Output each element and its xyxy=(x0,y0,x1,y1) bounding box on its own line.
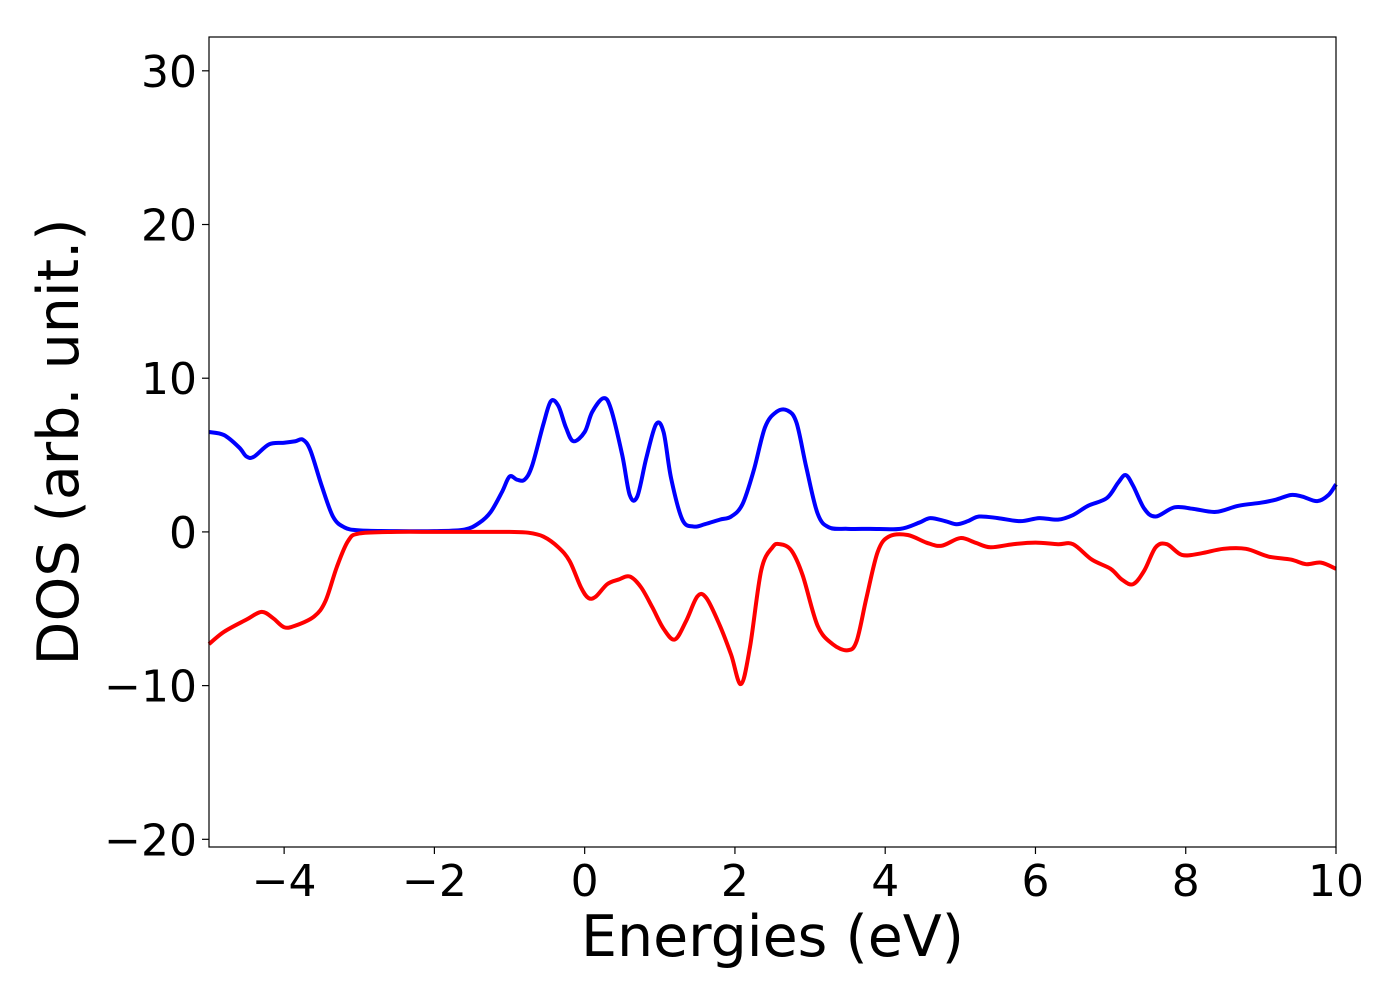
y-tick-label: −20 xyxy=(104,815,197,866)
x-tick-label: 4 xyxy=(871,856,899,907)
plot-frame xyxy=(208,36,1337,848)
x-axis-ticks: −4 −2 0 2 4 6 8 10 xyxy=(252,847,1364,907)
y-tick-label: −10 xyxy=(104,662,197,713)
plot-background xyxy=(209,37,1336,847)
y-tick-label: 10 xyxy=(141,354,197,405)
x-tick-label: 0 xyxy=(571,856,599,907)
y-tick-label: 20 xyxy=(141,201,197,252)
series-line-2 xyxy=(207,529,1337,687)
y-axis-label: DOS (arb. unit.) xyxy=(26,219,92,666)
x-tick-label: 8 xyxy=(1172,856,1200,907)
series-layer xyxy=(207,396,1338,687)
x-tick-label: −4 xyxy=(252,856,317,907)
y-tick-label: 30 xyxy=(141,47,197,98)
x-tick-label: −2 xyxy=(402,856,467,907)
x-tick-label: 10 xyxy=(1308,856,1364,907)
x-tick-label: 2 xyxy=(721,856,749,907)
x-tick-label: 6 xyxy=(1021,856,1049,907)
y-axis-ticks: −20 −10 0 10 20 30 xyxy=(104,47,209,866)
x-axis-label: Energies (eV) xyxy=(581,904,964,970)
y-tick-label: 0 xyxy=(169,508,197,559)
